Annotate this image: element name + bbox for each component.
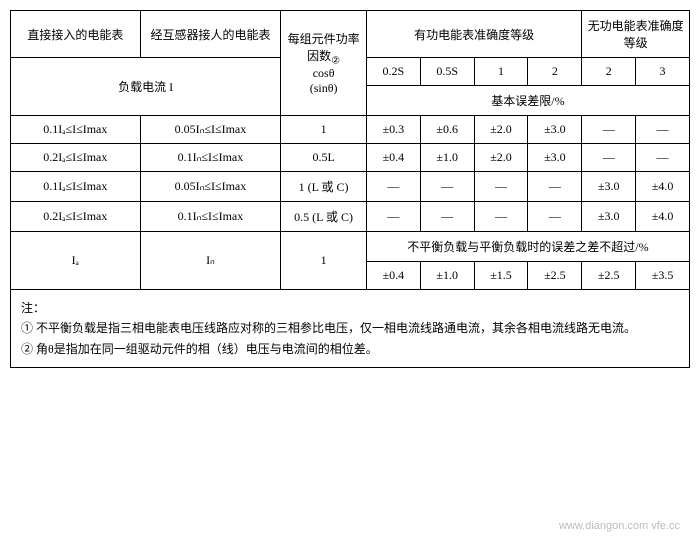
cell: 0.1Iₐ≤I≤Imax xyxy=(11,116,141,144)
cell: ±0.3 xyxy=(366,116,420,144)
balance-c: 1 xyxy=(281,232,367,290)
pf-line1: 每组元件功率因数 xyxy=(288,32,360,63)
table-row: 0.2Iₐ≤I≤Imax 0.1Iₙ≤I≤Imax 0.5 (L 或 C) — … xyxy=(11,202,690,232)
hdr-load-current: 负载电流 I xyxy=(11,58,281,116)
cell: ±1.0 xyxy=(420,262,474,290)
class-1: 1 xyxy=(474,58,528,86)
pf-sup: ② xyxy=(331,55,340,66)
cell: 0.1Iₙ≤I≤Imax xyxy=(140,202,281,232)
cell: — xyxy=(582,144,636,172)
cell: — xyxy=(582,116,636,144)
cell: — xyxy=(420,202,474,232)
note-2: ② 角θ是指加在同一组驱动元件的相（线）电压与电流间的相位差。 xyxy=(21,342,378,356)
cell: 1 (L 或 C) xyxy=(281,172,367,202)
cell: ±2.0 xyxy=(474,144,528,172)
table-row: 0.1Iₐ≤I≤Imax 0.05Iₙ≤I≤Imax 1 (L 或 C) — —… xyxy=(11,172,690,202)
cell: — xyxy=(474,202,528,232)
cell: 0.5 (L 或 C) xyxy=(281,202,367,232)
balance-b: Iₙ xyxy=(140,232,281,290)
cell: ±0.4 xyxy=(366,262,420,290)
cell: ±0.6 xyxy=(420,116,474,144)
hdr-power-factor: 每组元件功率因数② cosθ (sinθ) xyxy=(281,11,367,116)
cell: ±2.5 xyxy=(528,262,582,290)
table-row: 0.2Iₐ≤I≤Imax 0.1Iₙ≤I≤Imax 0.5L ±0.4 ±1.0… xyxy=(11,144,690,172)
class-2: 2 xyxy=(528,58,582,86)
hdr-direct: 直接接入的电能表 xyxy=(11,11,141,58)
cell: — xyxy=(474,172,528,202)
cell: 1 xyxy=(281,116,367,144)
hdr-transformer: 经互感器接人的电能表 xyxy=(140,11,281,58)
cell: — xyxy=(528,202,582,232)
pf-line3: (sinθ) xyxy=(310,81,338,95)
cell: ±2.0 xyxy=(474,116,528,144)
cell: ±3.5 xyxy=(636,262,690,290)
notes-cell: 注： ① 不平衡负载是指三相电能表电压线路应对称的三相参比电压，仅一相电流线路通… xyxy=(11,290,690,368)
cell: 0.2Iₐ≤I≤Imax xyxy=(11,144,141,172)
spec-table: 直接接入的电能表 经互感器接人的电能表 每组元件功率因数② cosθ (sinθ… xyxy=(10,10,690,368)
cell: ±3.0 xyxy=(582,202,636,232)
cell: — xyxy=(636,144,690,172)
cell: ±1.5 xyxy=(474,262,528,290)
cell: ±3.0 xyxy=(582,172,636,202)
cell: ±4.0 xyxy=(636,202,690,232)
cell: 0.05Iₙ≤I≤Imax xyxy=(140,172,281,202)
cell: 0.1Iₐ≤I≤Imax xyxy=(11,172,141,202)
hdr-err-limit: 基本误差限/% xyxy=(366,86,689,116)
cell: — xyxy=(366,202,420,232)
balance-row: Iₐ Iₙ 1 不平衡负载与平衡负载时的误差之差不超过/% xyxy=(11,232,690,262)
cell: ±3.0 xyxy=(528,116,582,144)
cell: ±3.0 xyxy=(528,144,582,172)
cell: 0.05Iₙ≤I≤Imax xyxy=(140,116,281,144)
cell: — xyxy=(366,172,420,202)
class-0.5s: 0.5S xyxy=(420,58,474,86)
class-r2: 2 xyxy=(582,58,636,86)
cell: — xyxy=(528,172,582,202)
notes-head: 注： xyxy=(21,301,45,315)
cell: ±1.0 xyxy=(420,144,474,172)
note-1: ① 不平衡负载是指三相电能表电压线路应对称的三相参比电压，仅一相电流线路通电流，… xyxy=(21,321,636,335)
cell: ±2.5 xyxy=(582,262,636,290)
cell: 0.5L xyxy=(281,144,367,172)
hdr-active: 有功电能表准确度等级 xyxy=(366,11,581,58)
cell: 0.2Iₐ≤I≤Imax xyxy=(11,202,141,232)
cell: 0.1Iₙ≤I≤Imax xyxy=(140,144,281,172)
balance-note: 不平衡负载与平衡负载时的误差之差不超过/% xyxy=(366,232,689,262)
pf-line2: cosθ xyxy=(313,66,335,80)
cell: — xyxy=(420,172,474,202)
cell: ±0.4 xyxy=(366,144,420,172)
balance-a: Iₐ xyxy=(11,232,141,290)
cell: — xyxy=(636,116,690,144)
table-row: 0.1Iₐ≤I≤Imax 0.05Iₙ≤I≤Imax 1 ±0.3 ±0.6 ±… xyxy=(11,116,690,144)
hdr-reactive: 无功电能表准确度等级 xyxy=(582,11,690,58)
cell: ±4.0 xyxy=(636,172,690,202)
class-r3: 3 xyxy=(636,58,690,86)
watermark: www.diangon.com vfe.cc xyxy=(559,520,680,532)
class-0.2s: 0.2S xyxy=(366,58,420,86)
